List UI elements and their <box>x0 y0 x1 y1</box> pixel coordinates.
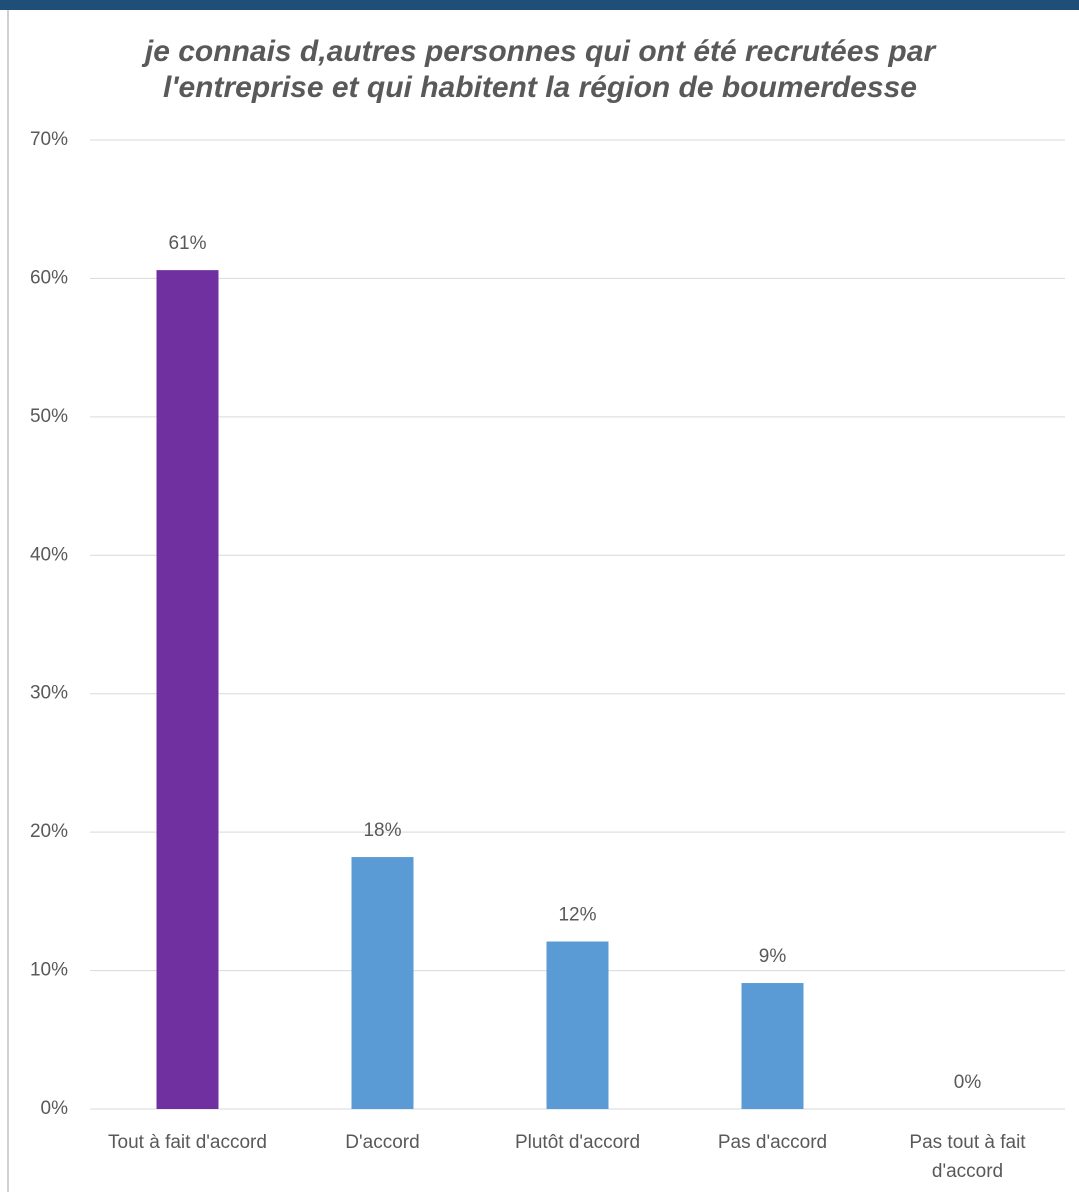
y-tick-label: 20% <box>30 821 68 842</box>
data-label: 0% <box>954 1072 982 1093</box>
y-tick-label: 30% <box>30 683 68 704</box>
data-label: 61% <box>168 233 206 254</box>
bar <box>741 983 804 1109</box>
y-tick-label: 70% <box>30 129 68 150</box>
y-tick-label: 10% <box>30 960 68 981</box>
data-label: 18% <box>363 820 401 841</box>
y-tick-label: 40% <box>30 544 68 565</box>
x-tick-label: Tout à fait d'accord <box>108 1132 267 1153</box>
bar <box>156 270 219 1109</box>
x-tick-label: Plutôt d'accord <box>514 1132 641 1153</box>
y-tick-label: 50% <box>30 406 68 427</box>
top-band <box>0 0 1079 10</box>
bar <box>546 941 609 1109</box>
x-tick-label: Pas d'accord <box>717 1132 828 1153</box>
y-tick-label: 60% <box>30 267 68 288</box>
chart-title: je connais d,autres personnes qui ont ét… <box>144 35 936 104</box>
data-label: 9% <box>759 946 787 967</box>
y-tick-label: 0% <box>41 1098 69 1119</box>
x-tick-label: Pas tout à fait d'accord <box>909 1132 1026 1182</box>
bar <box>351 857 414 1109</box>
x-tick-label: D'accord <box>345 1132 420 1153</box>
data-label: 12% <box>558 905 596 926</box>
